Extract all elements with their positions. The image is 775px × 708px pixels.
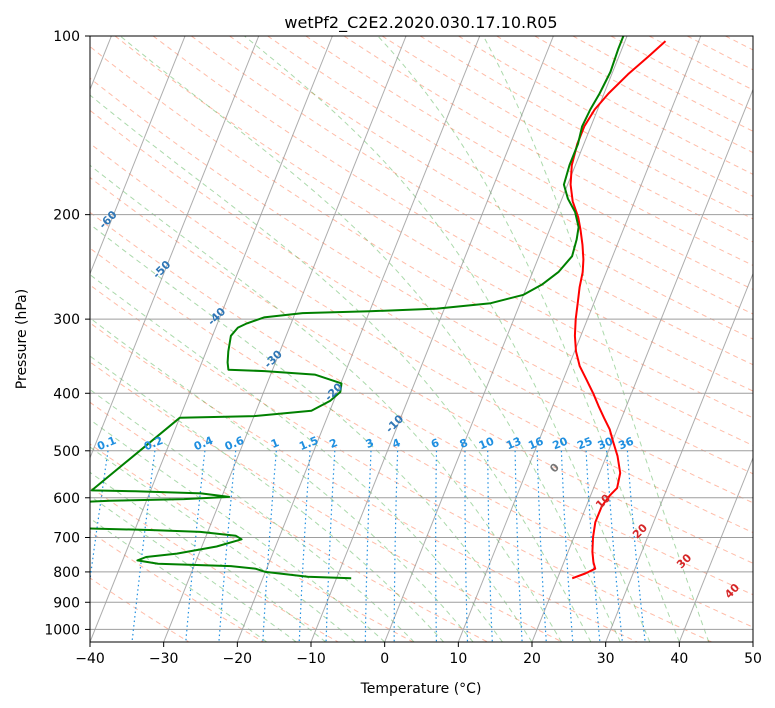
- dry-adiabat-line: [90, 77, 753, 475]
- dry-adiabat-line: [90, 284, 712, 642]
- moist-adiabat-line: [90, 471, 327, 642]
- moist-adiabat-line: [482, 36, 710, 642]
- moist-adiabat-line: [377, 36, 680, 642]
- mixing-ratio-line: [262, 450, 277, 642]
- plot-frame: [89, 35, 754, 643]
- isotherm-line: [457, 36, 702, 642]
- x-tick-label: 30: [597, 651, 615, 667]
- mixing-ratio-label: 16: [526, 435, 545, 453]
- moist-adiabat-line: [90, 317, 474, 642]
- mixing-ratio-line: [131, 450, 156, 642]
- isotherm-line: [90, 36, 333, 642]
- moist-adiabat-line: [90, 94, 592, 642]
- mixing-ratio-line: [298, 450, 311, 642]
- mixing-ratio-label: 1: [269, 436, 281, 451]
- dry-adiabat-line: [191, 36, 753, 366]
- x-tick-label: −40: [75, 651, 105, 667]
- y-axis-label: Pressure (hPa): [14, 289, 30, 389]
- moist-adiabat-line: [119, 36, 621, 642]
- mixing-ratio-label: 2: [328, 436, 340, 451]
- dry-adiabat-line: [114, 36, 753, 419]
- y-tick-label: 900: [53, 595, 80, 611]
- background-lines: [90, 36, 753, 642]
- dry-adiabat-line: [90, 322, 638, 642]
- dry-adiabat-line: [90, 109, 753, 504]
- isotherm-line: [605, 272, 753, 642]
- x-tick-label: −20: [223, 651, 253, 667]
- moist-adiabat-line: [90, 355, 444, 642]
- y-tick-label: 300: [53, 312, 80, 328]
- dry-adiabat-line: [90, 361, 563, 642]
- mixing-ratio-line: [514, 450, 523, 642]
- mixing-ratio-line: [560, 450, 574, 642]
- y-tick-label: 400: [53, 386, 80, 402]
- moist-adiabat-line: [90, 446, 356, 642]
- mixing-ratio-label: 25: [575, 435, 594, 453]
- mixing-ratio-label: 8: [458, 436, 470, 451]
- axes: −40 −30 −20 −10 0 10 20 30 40 50 100 200 300 400 500 60…: [44, 29, 762, 667]
- y-tick-label: 100: [53, 29, 80, 45]
- mixing-ratio-line: [536, 450, 547, 642]
- dry-adiabat-line: [90, 531, 264, 642]
- dry-adiabat-line: [90, 142, 753, 534]
- dry-adiabat-line: [152, 36, 753, 392]
- moist-adiabat-line: [90, 388, 415, 642]
- mixing-ratio-line: [325, 450, 336, 642]
- y-tick-label: 800: [53, 565, 80, 581]
- mixing-ratio-line: [606, 450, 623, 642]
- chart-title: wetPf2_C2E2.2020.030.17.10.R05: [284, 13, 557, 33]
- y-tick-label: 1000: [44, 622, 80, 638]
- isotherm-line: [90, 36, 186, 276]
- moist-adiabat-line: [90, 419, 386, 642]
- moist-adiabat-line: [90, 517, 268, 642]
- mixing-ratio-line: [393, 450, 399, 642]
- mixing-ratio-line: [435, 450, 438, 642]
- moist-adiabat-line: [90, 274, 503, 642]
- x-tick-label: −30: [149, 651, 179, 667]
- y-tick-label: 700: [53, 531, 80, 547]
- moist-adiabat-line: [90, 164, 562, 642]
- mixing-ratio-label: 10: [477, 435, 496, 453]
- mixing-ratio-label: 36: [617, 435, 636, 453]
- series-lines: [90, 36, 667, 580]
- moist-adiabat-line: [244, 36, 651, 642]
- mixing-ratio-label: 30: [596, 435, 615, 453]
- isotherm-line: [310, 36, 554, 642]
- dry-adiabat-line: [90, 247, 753, 628]
- x-tick-label: 0: [380, 651, 389, 667]
- mixing-ratio-line: [364, 450, 372, 642]
- dry-adiabat-line: [90, 45, 753, 447]
- mixing-ratio-line: [487, 450, 493, 642]
- y-tick-label: 600: [53, 491, 80, 507]
- x-tick-label: 50: [744, 651, 762, 667]
- x-tick-label: −10: [296, 651, 326, 667]
- isotherm-line: [531, 88, 753, 642]
- mixing-ratio-label: 3: [364, 436, 376, 451]
- isotherm-line: [384, 36, 628, 642]
- y-tick-label: 200: [53, 208, 80, 224]
- y-tick-label: 500: [53, 444, 80, 460]
- mixing-ratio-label: 20: [551, 435, 570, 453]
- x-tick-label: 40: [670, 651, 688, 667]
- mixing-ratio-line: [626, 450, 646, 642]
- isotherm-line: [90, 36, 260, 460]
- mixing-ratio-line: [218, 450, 237, 642]
- x-tick-label: 20: [523, 651, 541, 667]
- mixing-ratio-label: 13: [504, 435, 523, 453]
- isotherm-line: [236, 36, 481, 642]
- mixing-ratio-line: [185, 450, 206, 642]
- dewpoint-line: [90, 36, 625, 580]
- mixing-ratio-line: [464, 450, 469, 642]
- x-tick-label: 10: [449, 651, 467, 667]
- isotherm-line: [163, 36, 407, 642]
- isotherm-line: [678, 456, 753, 642]
- x-axis-label: Temperature (°C): [360, 681, 482, 697]
